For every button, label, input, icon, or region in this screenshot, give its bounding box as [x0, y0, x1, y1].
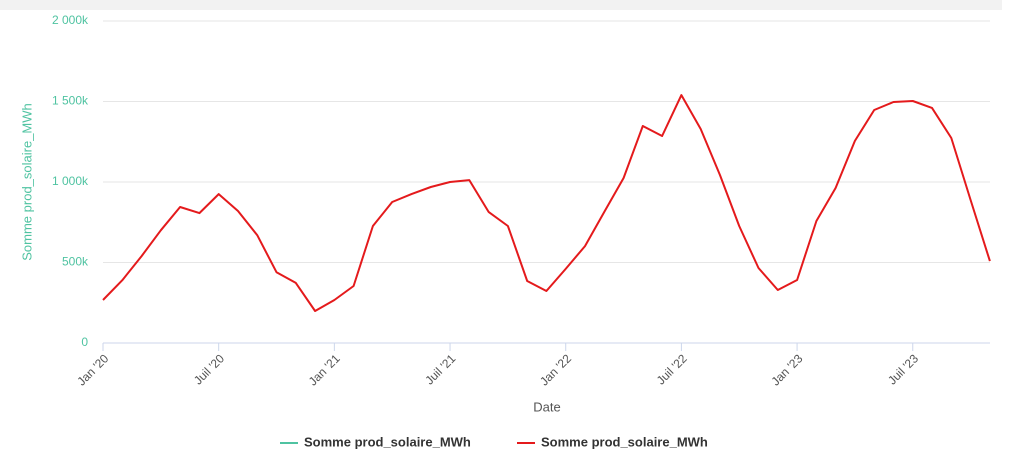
legend-label: Somme prod_solaire_MWh — [304, 434, 471, 449]
y-tick-label: 1 500k — [52, 94, 89, 108]
x-tick-label: Juil '22 — [654, 351, 690, 387]
x-axis-title: Date — [533, 399, 560, 414]
x-tick-label: Jan '20 — [74, 351, 111, 388]
x-tick-label: Juil '21 — [422, 351, 458, 387]
x-tick-label: Jan '23 — [768, 351, 805, 388]
y-tick-label: 0 — [81, 335, 88, 349]
series-line — [102, 94, 991, 312]
top-bar — [0, 0, 1002, 10]
y-tick-label: 500k — [62, 255, 89, 269]
x-tick-label: Jan '22 — [537, 351, 574, 388]
x-tick-label: Juil '20 — [191, 351, 227, 387]
x-tick-label: Jan '21 — [306, 351, 343, 388]
x-tick-label: Juil '23 — [885, 351, 921, 387]
y-axis-title: Somme prod_solaire_MWh — [19, 103, 34, 261]
y-tick-label: 2 000k — [52, 13, 89, 27]
legend-label: Somme prod_solaire_MWh — [541, 434, 708, 449]
y-tick-label: 1 000k — [52, 174, 89, 188]
